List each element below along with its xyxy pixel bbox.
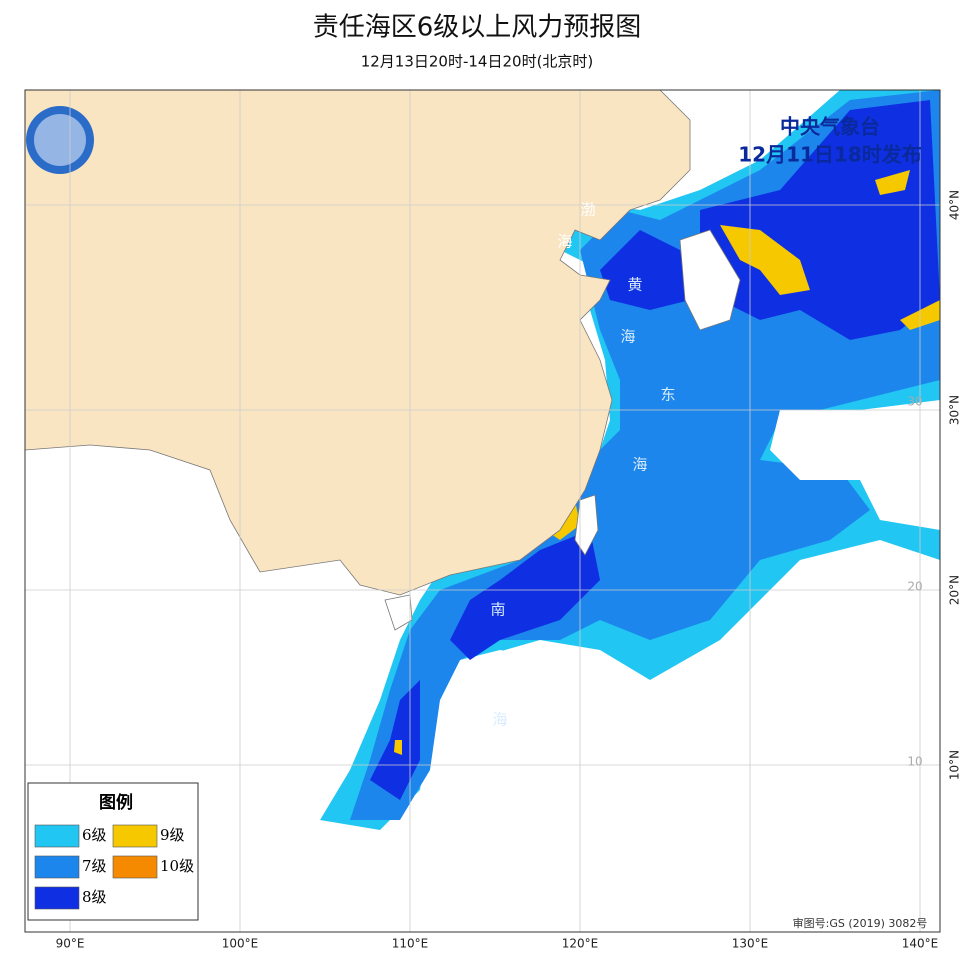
wind-area [394, 740, 402, 755]
sea-label: 海 [620, 328, 635, 346]
grid-number: 10 [907, 755, 922, 769]
legend-swatch [34, 855, 80, 879]
legend-swatch [34, 886, 80, 910]
sea-label: 南 [490, 601, 505, 619]
sea-label: 海 [632, 456, 647, 474]
sea-label: 东 [660, 386, 675, 404]
lon-label: 100°E [222, 937, 259, 951]
island [574, 494, 599, 556]
wind-area [875, 170, 910, 195]
lat-label: 40°N [948, 190, 962, 220]
wind-area [720, 225, 810, 295]
legend-label: 8级 [82, 888, 107, 906]
grid-number: 30 [907, 395, 922, 409]
issued-time: 12月11日18时发布 [738, 143, 922, 167]
lat-label: 10°N [948, 750, 962, 780]
title: 责任海区6级以上风力预报图 [313, 13, 642, 43]
legend-swatch [34, 824, 80, 848]
sea-label: 海 [557, 233, 572, 251]
lat-label: 30°N [948, 395, 962, 425]
legend-label: 10级 [160, 857, 194, 875]
peninsula [679, 229, 741, 331]
legend-swatch [112, 824, 158, 848]
lat-label: 20°N [948, 575, 962, 605]
subtitle: 12月13日20时-14日20时(北京时) [361, 53, 594, 71]
calm-area [770, 400, 940, 530]
sea-label: 黄 [627, 276, 642, 294]
lon-label: 120°E [562, 937, 599, 951]
wind-area [600, 230, 690, 310]
agency: 中央气象台 [780, 115, 880, 139]
land [25, 90, 691, 596]
island [384, 594, 413, 631]
legend-label: 6级 [82, 826, 107, 844]
legend-title: 图例 [99, 792, 133, 813]
lon-label: 140°E [902, 937, 939, 951]
calm-area [450, 640, 640, 880]
wind-area [450, 530, 600, 660]
legend-label: 7级 [82, 857, 107, 875]
approval: 审图号:GS (2019) 3082号 [793, 916, 928, 930]
legend-swatch [112, 855, 158, 879]
grid-number: 20 [907, 580, 922, 594]
map-frame [24, 89, 941, 933]
legend-label: 9级 [160, 826, 185, 844]
logo-inner [34, 114, 86, 166]
lon-label: 110°E [392, 937, 429, 951]
wind-area [700, 100, 940, 340]
lon-label: 130°E [732, 937, 769, 951]
legend: 图例 6级 7级 8级 9级 10级 [27, 782, 199, 921]
sea-label: 渤 [580, 201, 595, 219]
sea-label: 海 [492, 711, 507, 729]
lon-label: 90°E [56, 937, 85, 951]
